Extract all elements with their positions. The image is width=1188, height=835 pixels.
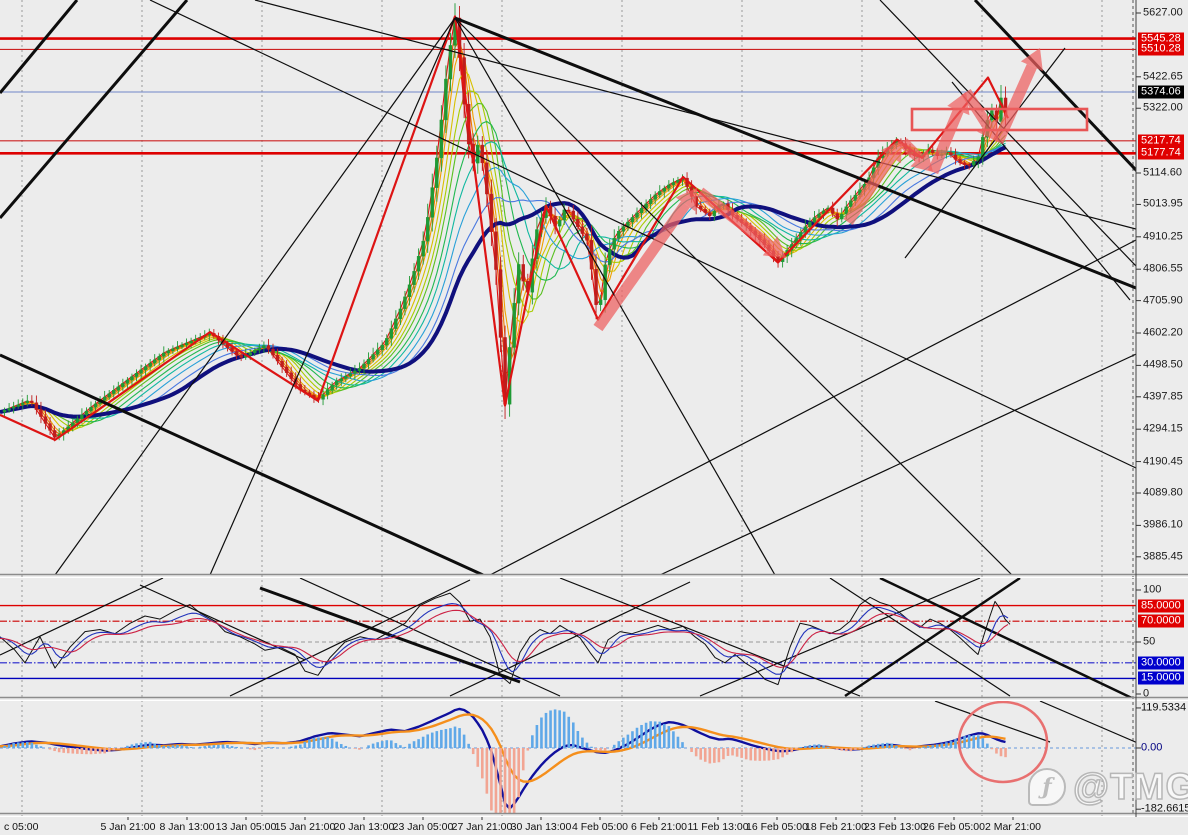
time-tick-label: 27 Jan 21:00 bbox=[451, 821, 513, 833]
time-tick-label: 16 Feb 05:00 bbox=[746, 821, 808, 833]
time-tick-label: 18 Feb 21:00 bbox=[805, 821, 867, 833]
time-axis[interactable]: c 05:00 5 Jan 21:00 8 Jan 13:00 13 Jan 05:0… bbox=[0, 817, 1188, 835]
osc-level-label: 85.0000 bbox=[1138, 599, 1184, 613]
trendlines-layer[interactable] bbox=[0, 0, 1188, 575]
price-tick-label: 5627.00 bbox=[1143, 6, 1183, 19]
grid-layer bbox=[21, 0, 1134, 816]
osc-level-label: 30.0000 bbox=[1138, 656, 1184, 670]
price-tick-label: 4705.90 bbox=[1143, 294, 1183, 307]
arrow-annotations[interactable] bbox=[593, 48, 1043, 332]
time-tick-label: c 05:00 bbox=[4, 821, 39, 833]
macd-tick-label: 0.00 bbox=[1141, 741, 1163, 754]
price-tick-label: 5322.00 bbox=[1143, 101, 1183, 114]
macd-tick-label: -182.6615 bbox=[1141, 802, 1188, 815]
time-tick-label: 5 Jan 21:00 bbox=[100, 821, 156, 833]
price-tick-label: 4397.85 bbox=[1143, 390, 1183, 403]
price-tick-label: 4190.45 bbox=[1143, 455, 1183, 468]
highlight-circle[interactable] bbox=[957, 700, 1049, 784]
osc-level-label: 70.0000 bbox=[1138, 614, 1184, 628]
price-tick-label: 5422.65 bbox=[1143, 70, 1183, 83]
time-tick-label: 23 Feb 13:00 bbox=[864, 821, 926, 833]
time-tick-label: 20 Jan 13:00 bbox=[333, 821, 395, 833]
osc-tick-label: 50 bbox=[1143, 635, 1156, 648]
time-tick-label: 8 Jan 13:00 bbox=[159, 821, 215, 833]
price-tick-label: 5114.60 bbox=[1143, 166, 1182, 179]
macd-histogram bbox=[3, 709, 1007, 814]
time-tick-label: 26 Feb 05:00 bbox=[923, 821, 985, 833]
price-level-label: 5177.74 bbox=[1138, 146, 1184, 160]
price-tick-label: 5013.95 bbox=[1143, 197, 1183, 210]
price-level-label: 5510.28 bbox=[1138, 42, 1184, 56]
price-tick-label: 3885.45 bbox=[1143, 550, 1183, 563]
price-tick-label: 4498.50 bbox=[1143, 358, 1183, 371]
osc-tick-label: 100 bbox=[1143, 583, 1162, 596]
time-tick-label: 13 Jan 05:00 bbox=[215, 821, 277, 833]
osc-level-label: 15.0000 bbox=[1138, 671, 1184, 685]
price-level-label: 5217.74 bbox=[1138, 134, 1184, 148]
current-price-label: 5374.06 bbox=[1138, 85, 1184, 99]
time-tick-label: 30 Jan 13:00 bbox=[510, 821, 572, 833]
price-level-label: 5545.28 bbox=[1138, 32, 1184, 46]
price-tick-label: 3986.10 bbox=[1143, 518, 1183, 531]
price-tick-label: 4806.55 bbox=[1143, 262, 1183, 275]
price-tick-label: 4089.80 bbox=[1143, 486, 1183, 499]
osc-tick-label: 0 bbox=[1143, 687, 1150, 700]
time-tick-label: 6 Feb 21:00 bbox=[630, 821, 688, 833]
price-tick-label: 4910.25 bbox=[1143, 230, 1183, 243]
price-tick-label: 4602.20 bbox=[1143, 326, 1183, 339]
oscillator-panel[interactable] bbox=[0, 578, 1136, 700]
time-tick-label: 4 Feb 05:00 bbox=[571, 821, 629, 833]
time-tick-label: 15 Jan 21:00 bbox=[274, 821, 336, 833]
time-tick-label: 11 Feb 13:00 bbox=[687, 821, 749, 833]
price-tick-label: 4294.15 bbox=[1143, 422, 1183, 435]
time-tick-label: 23 Jan 05:00 bbox=[392, 821, 454, 833]
time-tick-label: 2 Mar 21:00 bbox=[984, 821, 1042, 833]
macd-tick-label: 119.5334 bbox=[1141, 701, 1187, 714]
price-axis[interactable]: 5627.00 5422.65 5322.00 5114.60 5013.95 4910.… bbox=[1136, 0, 1188, 817]
